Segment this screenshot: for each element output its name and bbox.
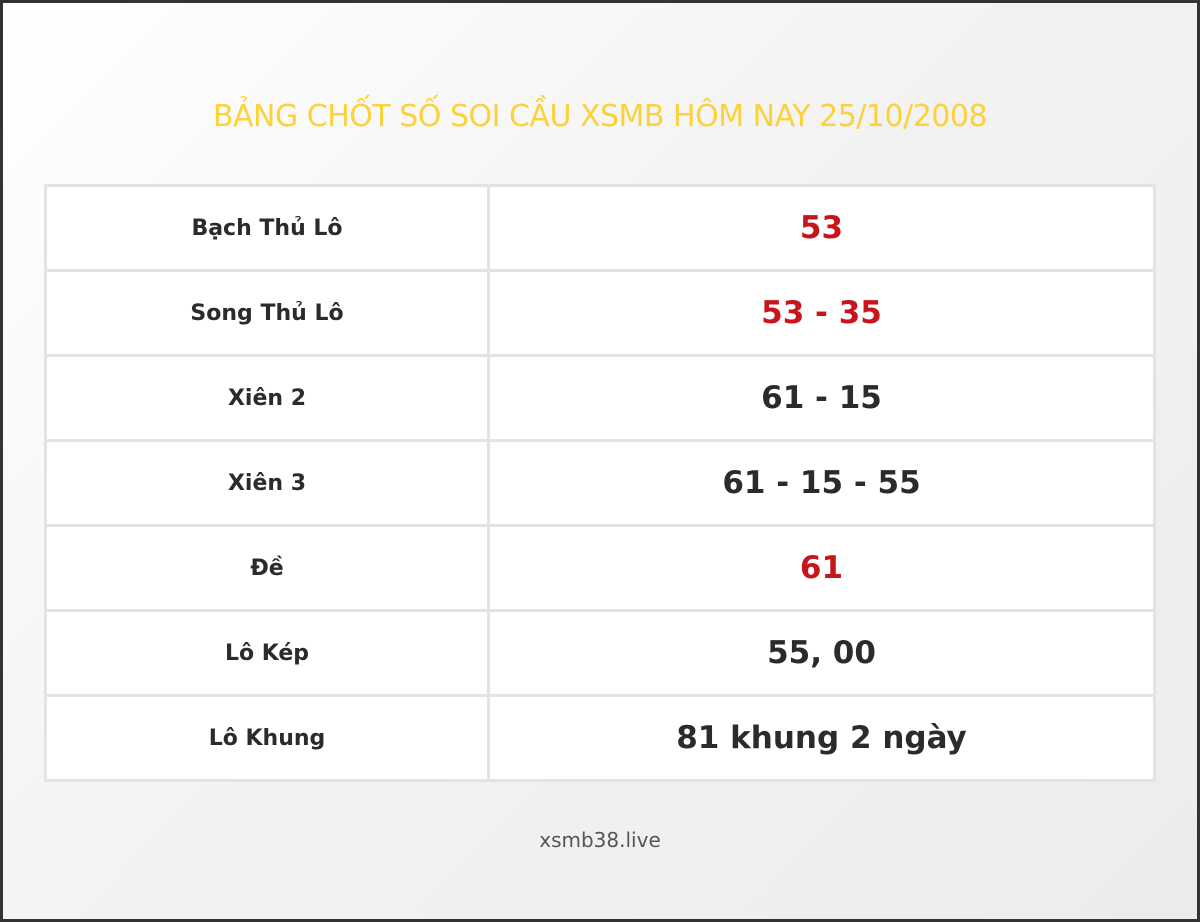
table-row: Xiên 2 61 - 15 <box>44 354 1156 442</box>
row-value: 61 - 15 <box>487 354 1156 442</box>
table-row: Đề 61 <box>44 524 1156 612</box>
row-value: 55, 00 <box>487 609 1156 697</box>
row-value: 81 khung 2 ngày <box>487 694 1156 782</box>
table-row: Lô Khung 81 khung 2 ngày <box>44 694 1156 782</box>
row-label: Lô Kép <box>44 609 490 697</box>
row-label: Song Thủ Lô <box>44 269 490 357</box>
table-row: Bạch Thủ Lô 53 <box>44 184 1156 272</box>
row-value: 61 - 15 - 55 <box>487 439 1156 527</box>
site-footer: xsmb38.live <box>539 828 661 852</box>
prediction-table: Bạch Thủ Lô 53 Song Thủ Lô 53 - 35 Xiên 2 61 … <box>44 184 1156 782</box>
table-row: Xiên 3 61 - 15 - 55 <box>44 439 1156 527</box>
table-row: Song Thủ Lô 53 - 35 <box>44 269 1156 357</box>
row-label: Xiên 3 <box>44 439 490 527</box>
row-value: 53 <box>487 184 1156 272</box>
row-label: Đề <box>44 524 490 612</box>
row-label: Xiên 2 <box>44 354 490 442</box>
row-value: 61 <box>487 524 1156 612</box>
table-row: Lô Kép 55, 00 <box>44 609 1156 697</box>
row-label: Lô Khung <box>44 694 490 782</box>
page-title: BẢNG CHỐT SỐ SOI CẦU XSMB HÔM NAY 25/10/… <box>212 99 988 134</box>
row-label: Bạch Thủ Lô <box>44 184 490 272</box>
row-value: 53 - 35 <box>487 269 1156 357</box>
